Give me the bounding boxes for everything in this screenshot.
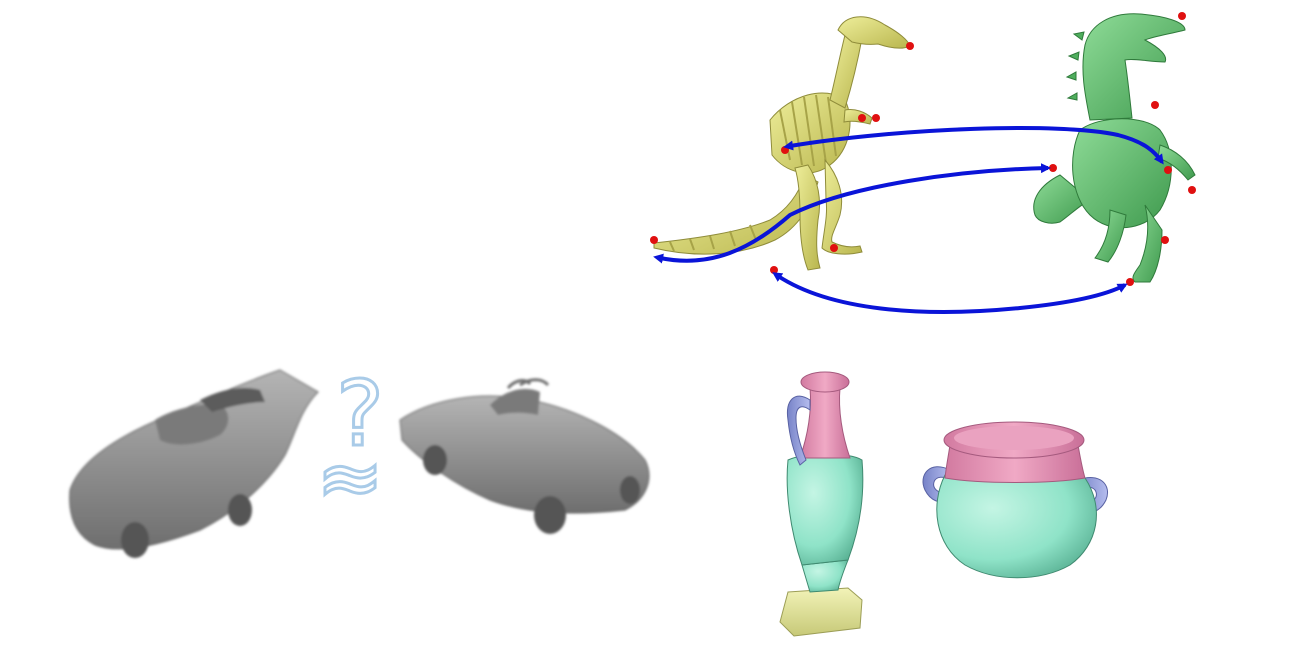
feature-point	[1161, 236, 1169, 244]
vase-base-segment	[779, 587, 863, 637]
feature-point	[1188, 186, 1196, 194]
feature-point	[1164, 166, 1172, 174]
green-trex-model	[1033, 13, 1196, 283]
feature-point	[770, 266, 778, 274]
feature-point	[830, 244, 838, 252]
convertible-car-left	[69, 369, 319, 558]
feature-point	[650, 236, 658, 244]
similarity-glyphs: ? ≈	[315, 361, 385, 526]
vase-segmentation-panel	[760, 360, 1140, 650]
feature-point	[1126, 278, 1134, 286]
car-similarity-panel: ? ≈	[60, 340, 660, 580]
correspondence-arrow	[772, 272, 1128, 314]
vase-body-segment	[786, 453, 864, 566]
correspondence-arrow	[653, 163, 1051, 264]
dinosaur-correspondence-figure	[650, 12, 1196, 314]
round-pot	[922, 421, 1108, 579]
question-mark-glyph: ?	[336, 362, 384, 467]
skeleton-dinosaur-model	[653, 16, 911, 271]
pot-body-segment	[936, 470, 1097, 579]
vase-segmentation-figure	[779, 371, 1108, 637]
feature-point	[906, 42, 914, 50]
feature-point	[1178, 12, 1186, 20]
approx-equal-glyph: ≈	[316, 431, 383, 524]
feature-point	[1049, 164, 1057, 172]
feature-point	[781, 146, 789, 154]
feature-point	[858, 114, 866, 122]
car-similarity-figure: ? ≈	[69, 361, 650, 558]
amphora-vase	[779, 371, 864, 637]
vase-neck-segment	[799, 387, 851, 459]
feature-point	[872, 114, 880, 122]
feature-point	[1151, 101, 1159, 109]
correspondence-arrow	[783, 126, 1164, 165]
correspondence-arrows	[653, 126, 1164, 314]
roadster-car-right	[399, 378, 650, 534]
vase-handle-segment	[786, 395, 811, 466]
dinosaur-correspondence-panel	[640, 0, 1220, 330]
